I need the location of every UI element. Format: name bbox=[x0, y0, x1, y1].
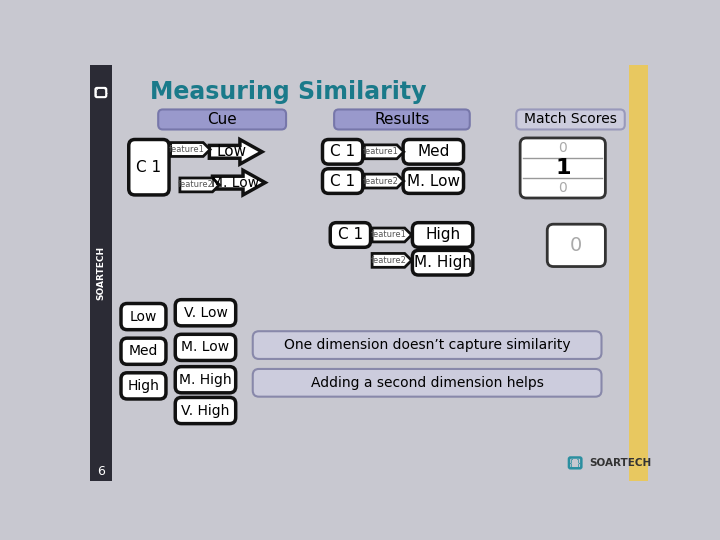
Text: V. High: V. High bbox=[181, 403, 230, 417]
Text: 1: 1 bbox=[555, 158, 570, 178]
Text: C 1: C 1 bbox=[330, 173, 355, 188]
Text: M. Low: M. Low bbox=[210, 176, 258, 190]
FancyBboxPatch shape bbox=[413, 251, 473, 275]
Text: C 1: C 1 bbox=[338, 227, 363, 242]
Polygon shape bbox=[180, 178, 220, 192]
FancyBboxPatch shape bbox=[403, 168, 464, 193]
FancyBboxPatch shape bbox=[253, 369, 601, 397]
Text: SOARTECH: SOARTECH bbox=[589, 458, 652, 468]
Text: 0: 0 bbox=[559, 181, 567, 195]
FancyBboxPatch shape bbox=[121, 373, 166, 399]
Text: M. High: M. High bbox=[179, 373, 232, 387]
FancyBboxPatch shape bbox=[253, 331, 601, 359]
FancyBboxPatch shape bbox=[121, 303, 166, 330]
Text: Measuring Similarity: Measuring Similarity bbox=[150, 80, 427, 104]
Text: V. Low: V. Low bbox=[184, 306, 228, 320]
Text: High: High bbox=[425, 227, 460, 242]
Polygon shape bbox=[210, 139, 262, 164]
Text: One dimension doesn’t capture similarity: One dimension doesn’t capture similarity bbox=[284, 338, 570, 352]
Text: {  }: { } bbox=[94, 89, 108, 97]
Text: M. Low: M. Low bbox=[181, 340, 230, 354]
Text: feature2: feature2 bbox=[179, 180, 214, 190]
FancyBboxPatch shape bbox=[547, 224, 606, 267]
Text: Med: Med bbox=[417, 144, 449, 159]
Bar bbox=[90, 65, 112, 481]
Text: feature2: feature2 bbox=[370, 256, 406, 265]
FancyBboxPatch shape bbox=[175, 367, 235, 393]
FancyBboxPatch shape bbox=[334, 110, 469, 130]
FancyBboxPatch shape bbox=[175, 334, 235, 361]
Text: feature1: feature1 bbox=[363, 147, 399, 156]
FancyBboxPatch shape bbox=[330, 222, 371, 247]
Text: High: High bbox=[127, 379, 159, 393]
Text: SOARTECH: SOARTECH bbox=[96, 246, 105, 300]
Text: Low: Low bbox=[217, 144, 246, 159]
FancyBboxPatch shape bbox=[323, 168, 363, 193]
FancyBboxPatch shape bbox=[520, 138, 606, 198]
FancyBboxPatch shape bbox=[158, 110, 286, 130]
Text: Low: Low bbox=[130, 309, 157, 323]
Text: Results: Results bbox=[374, 112, 430, 127]
Text: Match Scores: Match Scores bbox=[524, 112, 617, 126]
FancyBboxPatch shape bbox=[175, 397, 235, 423]
Polygon shape bbox=[364, 145, 404, 159]
Text: C 1: C 1 bbox=[330, 144, 355, 159]
Polygon shape bbox=[364, 174, 404, 188]
Text: C 1: C 1 bbox=[136, 160, 161, 175]
Polygon shape bbox=[372, 253, 412, 267]
Text: feature2: feature2 bbox=[363, 177, 399, 186]
Text: 0: 0 bbox=[570, 236, 582, 255]
FancyBboxPatch shape bbox=[175, 300, 235, 326]
FancyBboxPatch shape bbox=[403, 139, 464, 164]
FancyBboxPatch shape bbox=[121, 338, 166, 365]
Text: M. Low: M. Low bbox=[407, 173, 460, 188]
Text: feature1: feature1 bbox=[169, 145, 204, 154]
Polygon shape bbox=[212, 170, 265, 195]
Text: { }: { } bbox=[569, 458, 581, 468]
Bar bbox=[629, 65, 648, 481]
Polygon shape bbox=[171, 143, 210, 157]
Polygon shape bbox=[372, 228, 412, 242]
Text: Adding a second dimension helps: Adding a second dimension helps bbox=[311, 376, 544, 390]
FancyBboxPatch shape bbox=[516, 110, 625, 130]
Text: Med: Med bbox=[129, 344, 158, 358]
FancyBboxPatch shape bbox=[413, 222, 473, 247]
FancyBboxPatch shape bbox=[129, 139, 169, 195]
FancyBboxPatch shape bbox=[323, 139, 363, 164]
Text: feature1: feature1 bbox=[370, 231, 406, 239]
Text: 6: 6 bbox=[97, 465, 105, 478]
Text: 0: 0 bbox=[559, 141, 567, 155]
Text: Cue: Cue bbox=[207, 112, 237, 127]
Text: M. High: M. High bbox=[413, 255, 472, 270]
